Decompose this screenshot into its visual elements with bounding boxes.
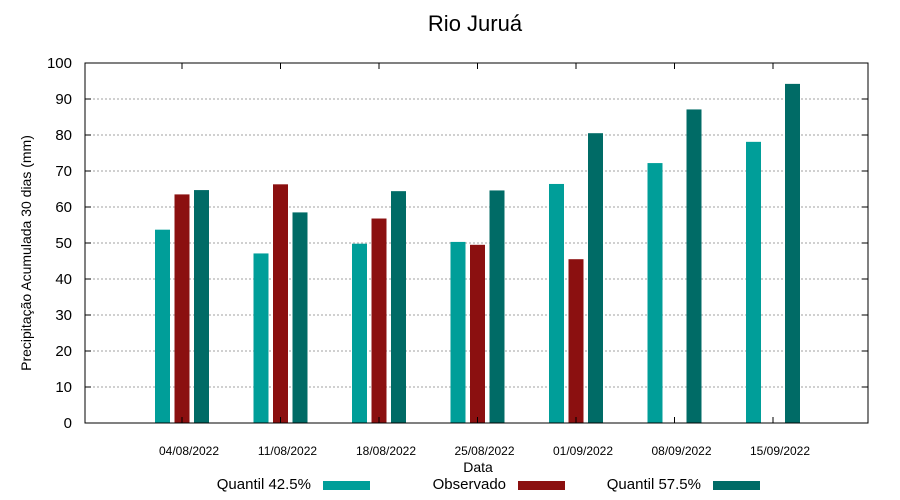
bar-quantil-42-5 (253, 253, 269, 423)
x-tick-label: 25/08/2022 (454, 444, 514, 458)
bar-quantil-57-5 (194, 190, 209, 423)
x-tick-label: 11/08/2022 (258, 444, 317, 458)
bar-quantil-42-5 (647, 163, 663, 423)
y-tick-label: 30 (55, 307, 72, 324)
chart-title: Rio Juruá (428, 11, 523, 36)
x-tick-label: 04/08/2022 (159, 444, 219, 458)
bar-quantil-57-5 (588, 133, 603, 423)
y-tick-label: 70 (55, 163, 72, 180)
bar-observado (371, 218, 387, 423)
grid-layer (85, 98, 868, 388)
y-axis-ticks: 0 10 20 30 40 50 60 70 80 90 100 (47, 55, 868, 432)
bar-quantil-42-5 (746, 141, 761, 423)
y-tick-label: 40 (55, 271, 72, 288)
bar-quantil-42-5 (549, 183, 564, 423)
bar-quantil-57-5 (489, 190, 505, 423)
legend-label: Quantil 57.5% (607, 476, 701, 493)
x-tick-label: 18/08/2022 (356, 444, 416, 458)
bar-quantil-42-5 (352, 243, 367, 423)
x-tick-label: 01/09/2022 (553, 444, 613, 458)
y-tick-label: 50 (55, 235, 72, 252)
y-tick-label: 60 (55, 199, 72, 216)
y-tick-label: 80 (55, 127, 72, 144)
bar-observado (174, 194, 190, 423)
y-tick-label: 20 (55, 343, 72, 360)
legend-swatch (713, 481, 760, 490)
legend-swatch (518, 481, 565, 490)
y-axis-label: Precipitação Acumulada 30 dias (mm) (18, 135, 34, 371)
bar-quantil-57-5 (292, 212, 308, 423)
bar-quantil-42-5 (155, 229, 170, 423)
legend-swatch (323, 481, 370, 490)
bar-observado (470, 244, 485, 423)
bar-quantil-57-5 (785, 83, 800, 423)
x-tick-label: 15/09/2022 (750, 444, 810, 458)
x-axis-label: Data (463, 459, 493, 475)
y-tick-label: 0 (64, 415, 72, 432)
legend: Quantil 42.5% Observado Quantil 57.5% (217, 476, 760, 493)
y-tick-label: 100 (47, 55, 72, 72)
x-axis-ticks: 04/08/2022 11/08/2022 18/08/2022 25/08/2022… (159, 63, 810, 458)
x-tick-label: 08/09/2022 (651, 444, 711, 458)
y-tick-label: 10 (55, 379, 72, 396)
bar-quantil-57-5 (686, 109, 702, 423)
y-tick-label: 90 (55, 91, 72, 108)
bar-quantil-42-5 (450, 241, 466, 423)
legend-label: Observado (433, 476, 506, 493)
bars-layer (155, 83, 800, 423)
legend-label: Quantil 42.5% (217, 476, 311, 493)
bar-observado (273, 184, 288, 423)
bar-quantil-57-5 (391, 191, 406, 423)
bar-observado (568, 259, 584, 423)
